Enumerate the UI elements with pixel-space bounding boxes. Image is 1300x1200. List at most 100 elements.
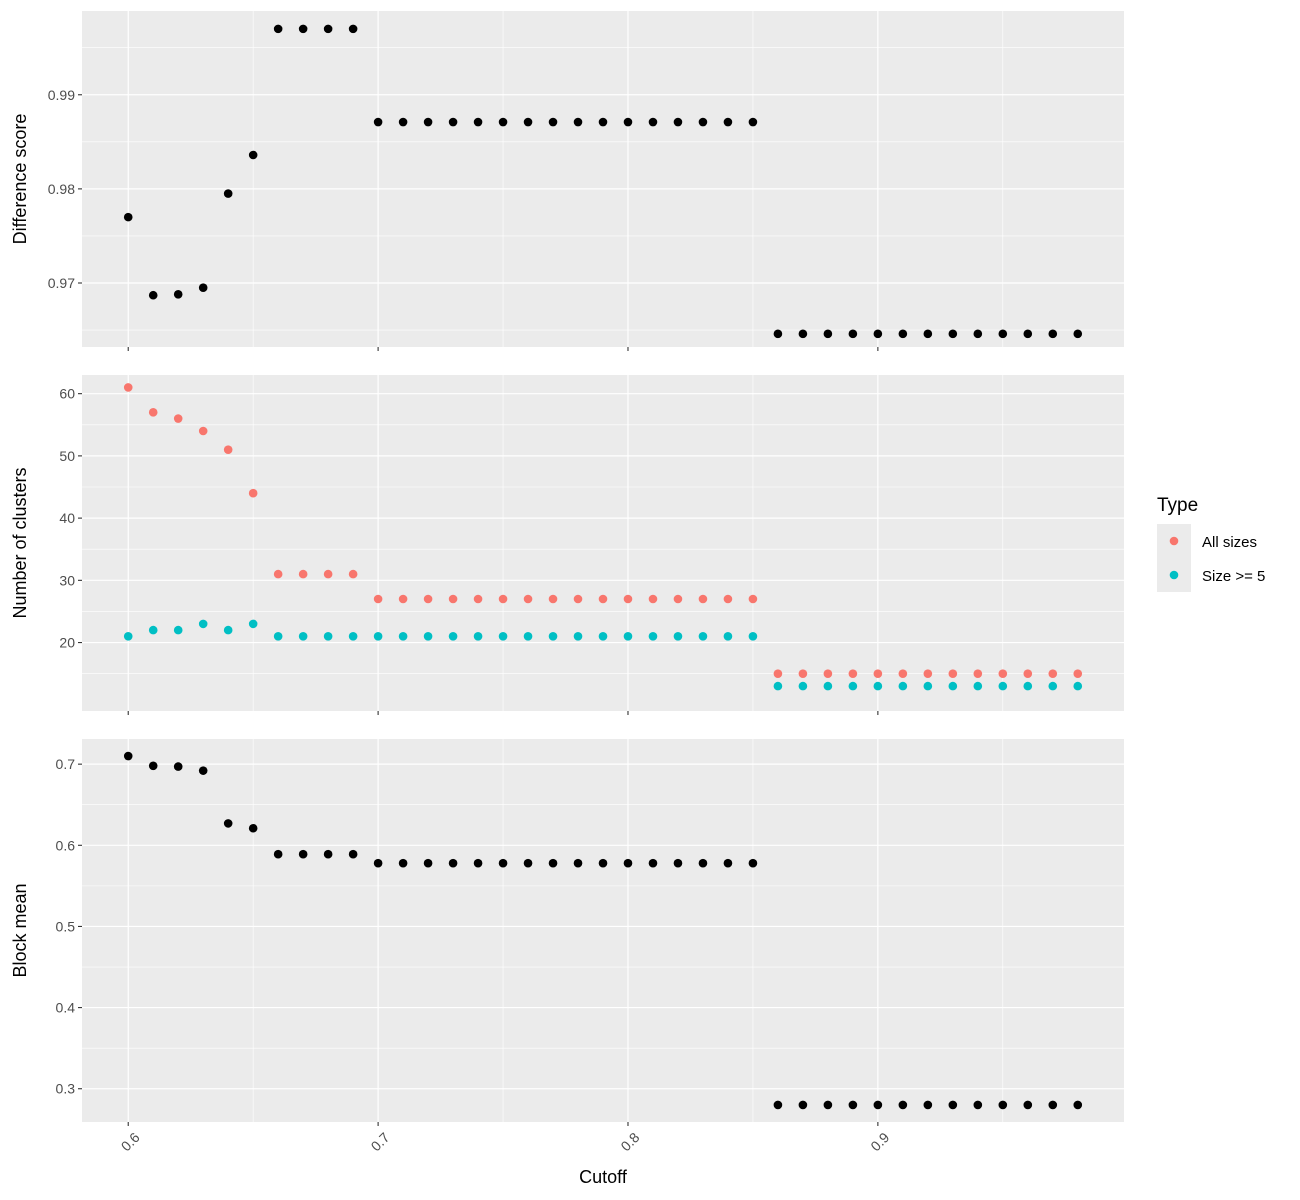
data-point [448, 632, 458, 641]
data-point [273, 632, 283, 641]
panel-2: 20 30 40 50 60 Number of clusters [10, 375, 1124, 715]
data-point [698, 594, 708, 604]
data-point [373, 858, 383, 868]
data-point [1048, 1100, 1058, 1110]
data-point [198, 426, 208, 436]
data-point [548, 594, 558, 604]
data-point [348, 849, 358, 859]
data-point [973, 1100, 983, 1110]
data-point [523, 632, 533, 641]
data-point [673, 594, 683, 604]
data-point [148, 290, 158, 300]
data-point [1023, 669, 1033, 678]
data-point [498, 117, 508, 127]
data-point [1023, 681, 1033, 691]
data-point [823, 1100, 833, 1110]
data-point [1073, 1100, 1083, 1110]
data-point [798, 669, 808, 678]
data-point [1073, 329, 1083, 339]
data-point [648, 632, 658, 641]
data-point [898, 669, 908, 678]
y-tick-label: 0.5 [56, 918, 76, 934]
data-point [1048, 329, 1058, 339]
data-point [298, 24, 308, 34]
data-point [198, 766, 208, 775]
data-point [273, 849, 283, 859]
data-point [973, 681, 983, 691]
data-point [873, 681, 883, 691]
y-axis-title: Block mean [10, 883, 30, 977]
data-point [648, 594, 658, 604]
series-points [123, 751, 1083, 1110]
y-tick-label: 0.6 [56, 837, 76, 853]
data-point [173, 625, 183, 635]
data-point [548, 858, 558, 868]
data-point [648, 858, 658, 868]
legend-entry: All sizes [1157, 524, 1257, 558]
data-point [223, 625, 233, 635]
data-point [948, 669, 958, 678]
data-point [198, 619, 208, 629]
data-point [998, 1100, 1008, 1110]
data-point [248, 488, 258, 498]
data-point [173, 762, 183, 771]
data-point [748, 594, 758, 604]
data-point [623, 632, 633, 641]
data-point [123, 383, 133, 392]
data-point [798, 1100, 808, 1110]
data-point [473, 594, 483, 604]
data-point [348, 569, 358, 579]
y-tick-label: 0.4 [56, 1000, 76, 1016]
data-point [598, 858, 608, 868]
data-point [223, 445, 233, 454]
data-point [773, 669, 783, 678]
data-point [148, 408, 158, 417]
data-point [123, 212, 133, 222]
legend-label: Size >= 5 [1202, 568, 1265, 585]
data-point [1048, 669, 1058, 678]
data-point [723, 632, 733, 641]
data-point [998, 669, 1008, 678]
data-point [523, 858, 533, 868]
x-tick-label: 0.6 [118, 1129, 143, 1154]
data-point [923, 681, 933, 691]
data-point [848, 681, 858, 691]
data-point [498, 594, 508, 604]
data-point [998, 681, 1008, 691]
data-point [648, 117, 658, 127]
data-point [848, 329, 858, 339]
data-point [348, 632, 358, 641]
data-point [823, 669, 833, 678]
data-point [823, 329, 833, 339]
data-point [748, 632, 758, 641]
data-point [498, 858, 508, 868]
data-point [923, 329, 933, 339]
chart-panels: 0.97 0.98 0.99 Difference score 20 30 40 50 60 Nu… [10, 11, 1124, 1126]
data-point [523, 594, 533, 604]
data-point [798, 329, 808, 339]
data-point [348, 24, 358, 34]
y-tick-label: 40 [59, 510, 75, 526]
data-point [123, 632, 133, 641]
data-point [948, 681, 958, 691]
data-point [1023, 329, 1033, 339]
y-tick-label: 30 [59, 572, 75, 588]
data-point [473, 632, 483, 641]
legend-swatch [1169, 536, 1179, 546]
data-point [773, 329, 783, 339]
data-point [548, 632, 558, 641]
data-point [598, 594, 608, 604]
data-point [323, 24, 333, 34]
data-point [848, 1100, 858, 1110]
x-tick-label: 0.7 [368, 1129, 393, 1154]
series-size-5 [123, 619, 1083, 691]
panel-background [82, 11, 1124, 347]
data-point [223, 189, 233, 198]
data-point [323, 632, 333, 641]
data-point [448, 117, 458, 127]
x-tick-label: 0.8 [617, 1129, 642, 1154]
data-point [448, 594, 458, 604]
data-point [373, 117, 383, 127]
data-point [698, 632, 708, 641]
data-point [598, 117, 608, 127]
